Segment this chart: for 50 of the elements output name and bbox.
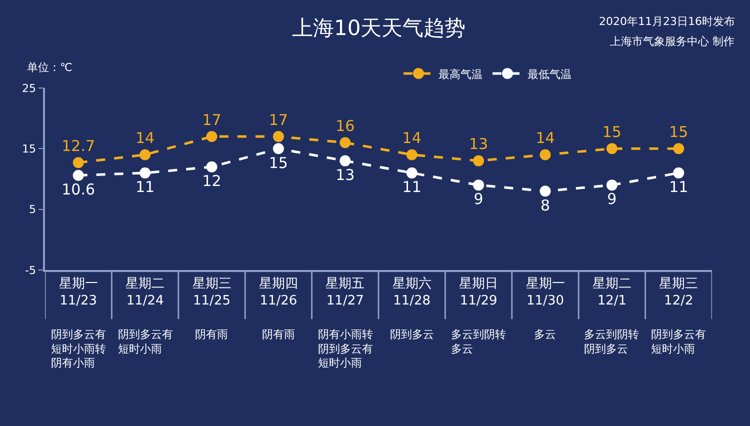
text: 上海市气象服务中心 制作 bbox=[610, 35, 734, 48]
x-tick-label: 星期一 11/30 bbox=[526, 276, 565, 308]
data-label: 14 bbox=[402, 129, 422, 148]
y-axis-title: 单位：℃ bbox=[27, 61, 72, 74]
data-label: 13 bbox=[336, 166, 355, 184]
data-label: 12.7 bbox=[62, 136, 96, 155]
text: 阴到多云 bbox=[390, 328, 434, 341]
text: 多云到阴转多云 bbox=[451, 328, 506, 356]
y-tick-label: -5 bbox=[25, 264, 36, 277]
data-label: 9 bbox=[474, 190, 484, 208]
data-label: 15 bbox=[669, 123, 688, 142]
text: 多云 bbox=[534, 328, 556, 341]
chart-title: 上海10天天气趋势 bbox=[292, 16, 466, 40]
data-label: 14 bbox=[536, 129, 555, 148]
data-label: 17 bbox=[202, 110, 222, 129]
data-label: 16 bbox=[336, 116, 355, 135]
data-label: 11 bbox=[402, 178, 422, 196]
x-tick-label: 星期二 12/1 bbox=[592, 276, 632, 308]
text: 阴有雨 bbox=[195, 328, 228, 341]
text: 阴到多云有短时小雨转阴有小雨 bbox=[51, 328, 106, 370]
data-label: 11 bbox=[136, 178, 155, 196]
text: 阴有雨 bbox=[262, 328, 295, 341]
data-label: 17 bbox=[268, 110, 288, 129]
x-tick-label: 星期四 11/26 bbox=[258, 276, 298, 308]
x-tick-label: 星期六 11/28 bbox=[392, 276, 432, 308]
x-tick-label: 星期三 11/25 bbox=[192, 276, 232, 308]
text: 2020年11月23日16时发布 bbox=[599, 15, 735, 28]
x-tick-label: 星期五 11/27 bbox=[326, 276, 365, 308]
y-tick-label: 15 bbox=[22, 142, 36, 156]
data-label: 15 bbox=[602, 123, 622, 142]
x-tick-label: 星期一 11/23 bbox=[58, 276, 98, 308]
data-label: 13 bbox=[469, 135, 488, 154]
x-tick-label: 星期日 11/29 bbox=[459, 276, 498, 308]
data-label: 10.6 bbox=[62, 180, 96, 198]
text: 阴到多云有短时小雨 bbox=[118, 328, 173, 356]
x-tick-label: 星期二 11/24 bbox=[126, 276, 165, 308]
legend-label: 最高气温 bbox=[438, 68, 483, 81]
text: 阴有小雨转阴到多云有短时小雨 bbox=[318, 328, 373, 370]
text: 多云到阴转阴到多云 bbox=[584, 328, 639, 356]
data-label: 14 bbox=[136, 129, 155, 148]
data-label: 9 bbox=[607, 190, 617, 208]
y-tick-label: 25 bbox=[22, 82, 36, 95]
legend-label: 最低气温 bbox=[528, 68, 572, 81]
data-label: 12 bbox=[202, 172, 222, 190]
data-label: 8 bbox=[540, 196, 550, 214]
x-tick-label: 星期三 12/2 bbox=[659, 276, 698, 308]
data-label: 15 bbox=[268, 154, 288, 172]
data-label: 11 bbox=[669, 178, 688, 196]
text: 阴到多云有短时小雨 bbox=[651, 328, 706, 356]
y-tick-label: 5 bbox=[29, 203, 36, 216]
